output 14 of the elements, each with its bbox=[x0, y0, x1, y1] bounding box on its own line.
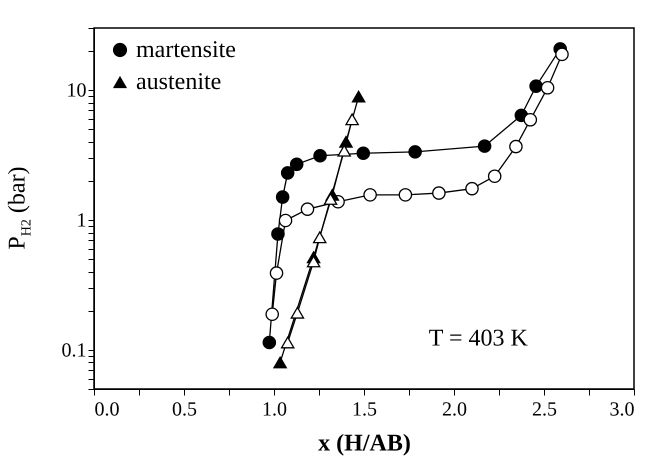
x-tick-label: 2.0 bbox=[442, 398, 467, 420]
x-tick-label: 1.0 bbox=[262, 398, 287, 420]
x-tick-label: 2.5 bbox=[532, 398, 557, 420]
legend-label: austenite bbox=[136, 69, 222, 95]
x-axis-title: x (H/AB) bbox=[318, 430, 411, 456]
y-tick-label: 1 bbox=[76, 209, 86, 232]
x-tick-label: 3.0 bbox=[610, 398, 634, 420]
x-tick-label: 0.0 bbox=[94, 398, 120, 420]
y-tick-label: 10 bbox=[66, 80, 86, 102]
x-tick-label: 0.5 bbox=[172, 398, 197, 420]
annotation: T = 403 K bbox=[428, 325, 529, 352]
y-tick-label: 0.1 bbox=[62, 339, 86, 362]
legend-label: martensite bbox=[136, 37, 236, 63]
x-tick-label: 1.5 bbox=[352, 398, 377, 420]
